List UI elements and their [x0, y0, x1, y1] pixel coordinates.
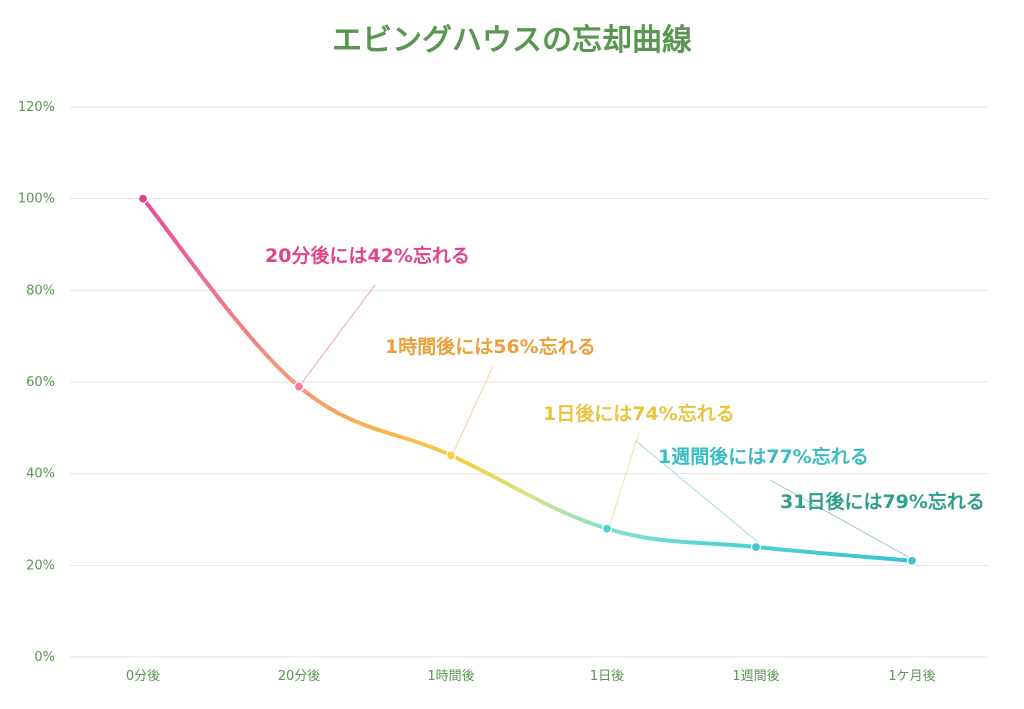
- y-tick-label: 120%: [18, 100, 55, 115]
- y-axis-ticks: 0% 20% 40% 60% 80% 100% 120%: [18, 100, 55, 665]
- annotation-label: 31日後には79%忘れる: [780, 490, 985, 513]
- data-point: [293, 381, 305, 392]
- annotation-label: 1時間後には56%忘れる: [385, 335, 596, 358]
- x-tick-label: 1日後: [590, 669, 624, 684]
- annotation-label: 1日後には74%忘れる: [543, 402, 735, 425]
- data-point: [906, 555, 918, 566]
- gridlines: [70, 106, 988, 658]
- y-tick-label: 60%: [26, 375, 55, 390]
- chart-title: エビングハウスの忘却曲線: [332, 23, 692, 58]
- y-tick-label: 100%: [18, 192, 55, 207]
- y-tick-label: 0%: [34, 650, 55, 665]
- annotation-leader: [635, 440, 760, 544]
- x-tick-label: 1時間後: [427, 669, 474, 684]
- annotation-leader: [453, 365, 494, 452]
- data-point: [137, 193, 149, 204]
- x-tick-label: 0分後: [126, 669, 160, 684]
- data-point: [750, 541, 762, 553]
- y-tick-label: 40%: [26, 467, 55, 482]
- x-tick-label: 20分後: [278, 669, 321, 684]
- annotation-label: 1週間後には77%忘れる: [658, 445, 869, 468]
- annotation-leader: [769, 479, 909, 558]
- annotations: 20分後には42%忘れる 1時間後には56%忘れる 1日後には74%忘れる 1週間後に…: [265, 244, 985, 513]
- annotation-label: 20分後には42%忘れる: [265, 244, 470, 267]
- y-tick-label: 80%: [26, 283, 55, 298]
- y-tick-label: 20%: [26, 558, 55, 573]
- data-points: [137, 193, 918, 566]
- x-axis-ticks: 0分後 20分後 1時間後 1日後 1週間後 1ケ月後: [126, 669, 936, 684]
- x-tick-label: 1週間後: [732, 669, 779, 684]
- series-line: [141, 196, 914, 563]
- annotation-leaders: [301, 284, 909, 558]
- data-point: [445, 450, 457, 461]
- data-point: [601, 523, 613, 534]
- annotation-leader: [301, 284, 376, 383]
- annotation-leader: [609, 431, 640, 525]
- x-tick-label: 1ケ月後: [888, 669, 935, 684]
